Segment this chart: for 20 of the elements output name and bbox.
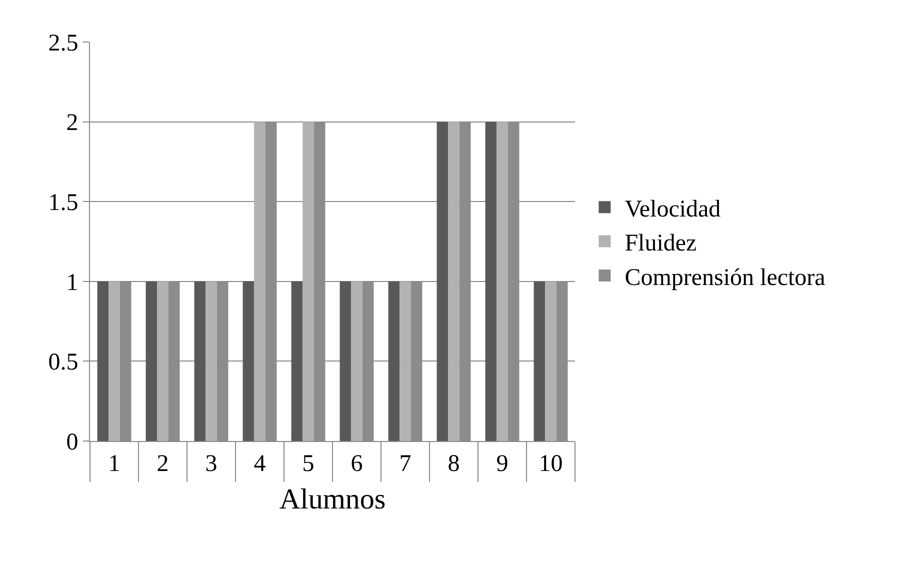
x-tick-label: 5 xyxy=(302,450,314,477)
x-tick-label: 3 xyxy=(205,450,218,477)
x-tick-label: 1 xyxy=(108,450,120,477)
x-tick-label: 4 xyxy=(254,450,266,477)
x-tick-label: 10 xyxy=(538,450,563,477)
legend-label: Fluidez xyxy=(624,230,697,257)
x-tick-label: 7 xyxy=(399,450,412,477)
y-tick-label: 2.5 xyxy=(48,30,78,56)
x-tick-label: 9 xyxy=(496,450,508,477)
x-axis-title: Alumnos xyxy=(279,484,386,516)
x-tick-label: 2 xyxy=(156,450,169,477)
y-tick-label: 0 xyxy=(66,429,78,456)
y-tick-label: 0.5 xyxy=(48,350,78,376)
x-tick-label: 6 xyxy=(350,450,363,477)
x-tick-label: 8 xyxy=(448,450,460,477)
y-tick-label: 1.5 xyxy=(48,190,78,216)
y-tick-label: 2 xyxy=(66,110,78,136)
legend-label: Velocidad xyxy=(624,196,721,222)
legend-label: Comprensión lectora xyxy=(624,264,826,291)
y-tick-label: 1 xyxy=(66,270,78,296)
